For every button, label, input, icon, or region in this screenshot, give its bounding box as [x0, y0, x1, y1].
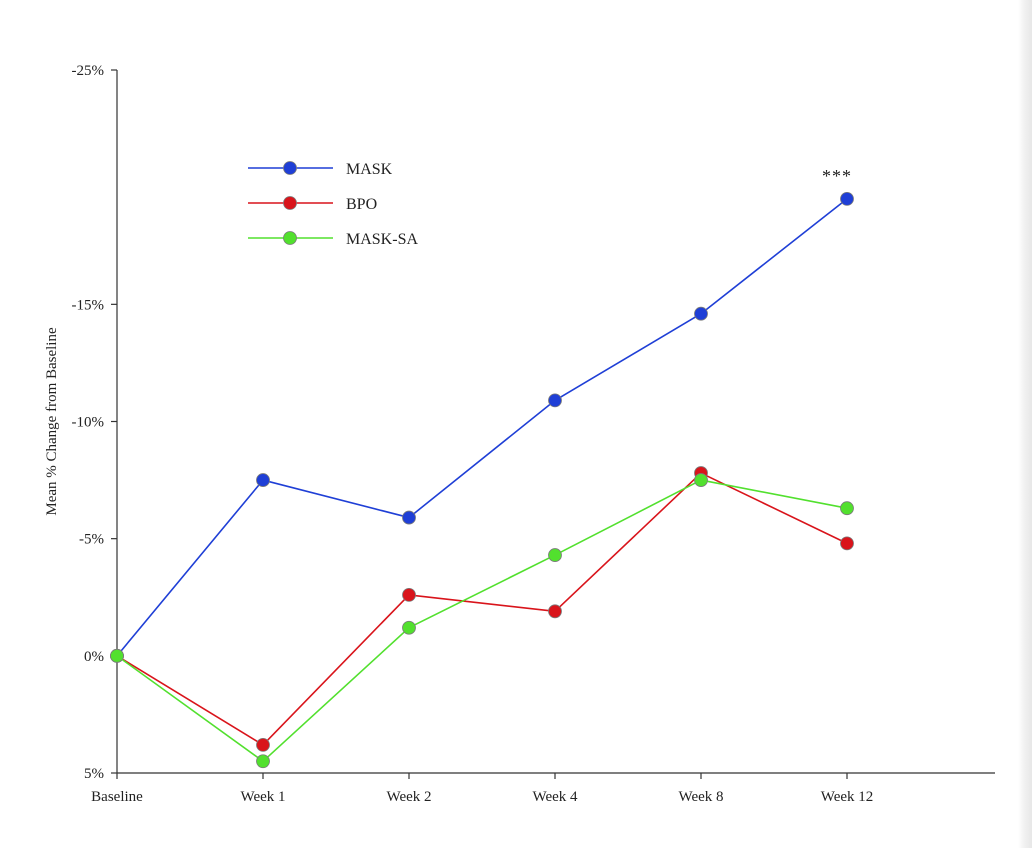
y-tick-label-0: 0%	[84, 649, 104, 665]
axes-layer	[116, 70, 995, 774]
data-point-bpo-week-12	[840, 536, 854, 551]
x-tick-label-week-4: Week 4	[532, 789, 578, 805]
data-point-mask-week-4	[548, 393, 562, 408]
y-tick-label-25: -25%	[72, 63, 105, 79]
data-point-mask-sa-baseline	[110, 648, 124, 663]
series-layer	[110, 191, 854, 769]
data-point-mask-sa-week-2	[402, 620, 416, 635]
y-axis-title: Mean % Change from Baseline	[44, 327, 60, 516]
right-edge-shadow	[1018, 0, 1032, 848]
annotation-layer: ***	[822, 166, 852, 186]
x-tick-label-week-12: Week 12	[821, 789, 874, 805]
data-point-mask-sa-week-12	[840, 501, 854, 516]
x-tick-label-baseline: Baseline	[91, 789, 143, 805]
x-tick-label-week-1: Week 1	[240, 789, 285, 805]
series-bpo	[110, 466, 854, 752]
legend-marker-mask	[283, 161, 297, 175]
legend-item-mask-sa: MASK-SA	[248, 231, 418, 248]
legend-marker-mask-sa	[283, 231, 297, 245]
data-point-mask-sa-week-1	[256, 754, 270, 769]
data-point-mask-week-1	[256, 473, 270, 487]
x-ticks-layer: Baseline Week 1 Week 2 Week 4 Week 8 Week 12	[91, 773, 873, 805]
y-ticks-layer: -25% -15% -10% -5% 0% 5%	[72, 63, 117, 782]
legend: MASK BPO MASK-SA	[248, 161, 418, 248]
data-point-mask-sa-week-8	[694, 473, 708, 487]
legend-item-bpo: BPO	[248, 196, 377, 213]
data-point-mask-week-8	[694, 306, 708, 321]
data-point-mask-week-12	[840, 191, 854, 206]
legend-label-bpo: BPO	[346, 196, 377, 213]
series-line-mask	[116, 198, 848, 657]
significance-annotation-mask-week-12: ***	[822, 166, 852, 186]
data-point-bpo-week-2	[402, 588, 416, 602]
series-line-bpo	[116, 472, 848, 746]
series-line-mask-sa	[116, 479, 848, 763]
data-point-bpo-week-1	[256, 737, 270, 752]
series-mask-sa	[110, 473, 854, 769]
legend-item-mask: MASK	[248, 161, 393, 178]
y-tick-label-10: -10%	[72, 415, 105, 431]
x-tick-label-week-2: Week 2	[386, 789, 431, 805]
y-tick-label-5: 5%	[84, 766, 104, 782]
legend-label-mask: MASK	[346, 161, 393, 178]
data-point-bpo-week-4	[548, 604, 562, 619]
legend-marker-bpo	[283, 196, 297, 210]
data-point-mask-week-2	[402, 510, 416, 525]
data-point-mask-sa-week-4	[548, 548, 562, 562]
y-tick-label-15: -15%	[72, 297, 105, 313]
legend-label-mask-sa: MASK-SA	[346, 231, 418, 248]
x-tick-label-week-8: Week 8	[678, 789, 723, 805]
y-tick-label-5: -5%	[79, 532, 104, 548]
